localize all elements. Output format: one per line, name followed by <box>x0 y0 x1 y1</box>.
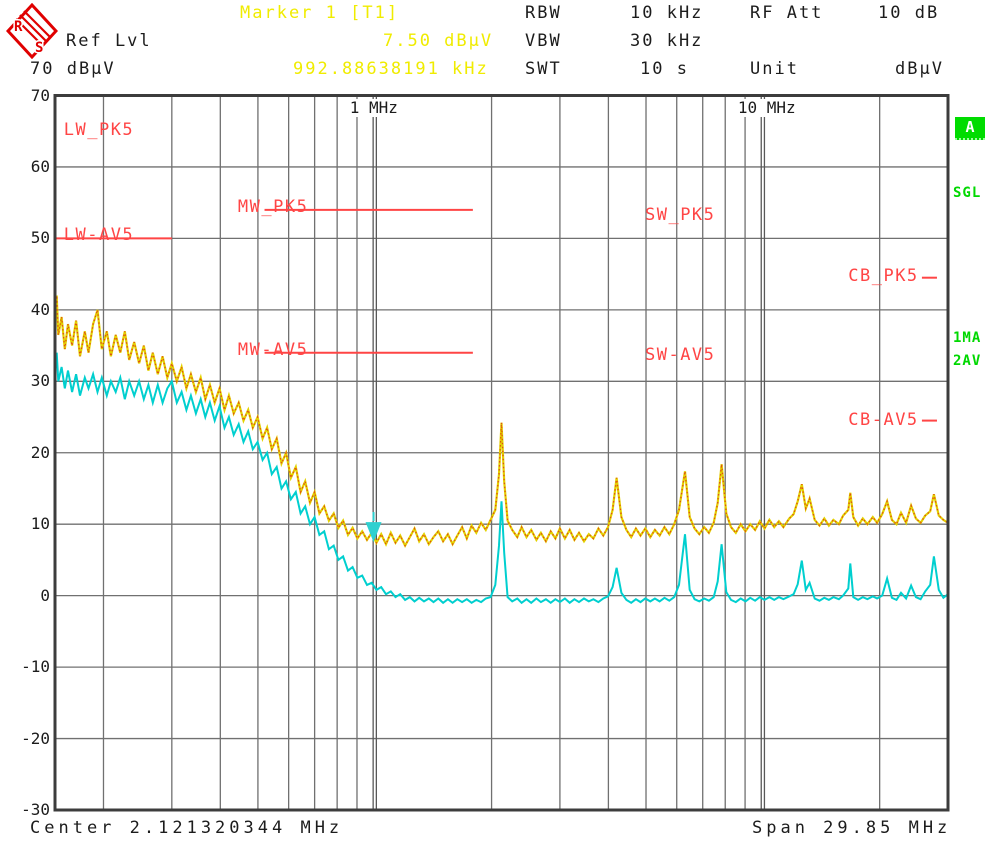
limit-label-CB_PK5: CB_PK5 <box>848 265 919 286</box>
logo-hatch-lines <box>15 10 51 46</box>
x-axis-decade-label: 1 MHz <box>346 99 401 117</box>
limit-label-LW_PK5: LW_PK5 <box>63 120 135 141</box>
y-axis-tick-label: -30 <box>21 800 50 819</box>
trace1-indicator: 1MA <box>953 330 982 346</box>
y-axis-tick-label: 20 <box>30 442 50 462</box>
logo-diamond <box>6 3 58 59</box>
limit-label-CB-AV5: CB-AV5 <box>848 409 919 430</box>
ref-level-value: 70 dBµV <box>30 59 116 79</box>
vbw-value: 30 kHz <box>630 31 704 51</box>
limit-label-SW_PK5: SW_PK5 <box>644 204 716 225</box>
vbw-label: VBW <box>525 31 562 51</box>
y-axis-tick-label: 40 <box>30 299 50 319</box>
plot-border <box>53 94 950 812</box>
y-axis-tick-label: 10 <box>30 514 50 534</box>
center-frequency-readout: Center 2.121320344 MHz <box>30 818 344 838</box>
marker-1-symbol[interactable] <box>365 522 382 543</box>
rf-att-value: 10 dB <box>878 3 940 23</box>
span-readout: Span 29.85 MHz <box>752 818 952 838</box>
marker-frequency-readout: 992.88638191 kHz <box>293 59 489 79</box>
swt-label: SWT <box>525 59 562 79</box>
ref-level-label: Ref Lvl <box>66 31 152 51</box>
y-axis-tick-label: -10 <box>21 657 50 677</box>
screen-a-indicator: A <box>955 117 985 140</box>
rf-att-label: RF Att <box>750 3 824 23</box>
logo-letter-s: S <box>35 40 43 56</box>
trace-average <box>54 352 949 605</box>
trace2-indicator: 2AV <box>953 353 982 369</box>
rohde-schwarz-logo: R S <box>6 3 58 59</box>
limit-label-LW-AV5: LW-AV5 <box>63 224 135 245</box>
y-axis-tick-label: 50 <box>30 228 50 248</box>
unit-label: Unit <box>750 59 799 79</box>
limit-label-SW-AV5: SW-AV5 <box>644 344 716 365</box>
single-sweep-indicator: SGL <box>953 185 982 201</box>
logo-letter-r: R <box>14 19 23 35</box>
y-axis-tick-label: -20 <box>21 728 50 748</box>
rbw-label: RBW <box>525 3 562 23</box>
x-axis-decade-label: 10 MHz <box>734 99 799 117</box>
rbw-value: 10 kHz <box>630 3 704 23</box>
limit-label-MW_PK5: MW_PK5 <box>237 197 309 218</box>
limit-label-MW-AV5: MW-AV5 <box>237 340 309 361</box>
marker-readout-title: Marker 1 [T1] <box>240 3 400 23</box>
trace-max-peak-dots <box>54 295 949 548</box>
y-axis-tick-label: 70 <box>30 85 50 105</box>
swt-value: 10 s <box>640 59 689 79</box>
y-axis-tick-label: 0 <box>40 585 50 605</box>
y-axis-tick-label: 60 <box>30 156 50 176</box>
y-axis-tick-label: 30 <box>30 371 50 391</box>
marker-level-readout: 7.50 dBµV <box>383 31 494 51</box>
unit-value: dBµV <box>895 59 944 79</box>
